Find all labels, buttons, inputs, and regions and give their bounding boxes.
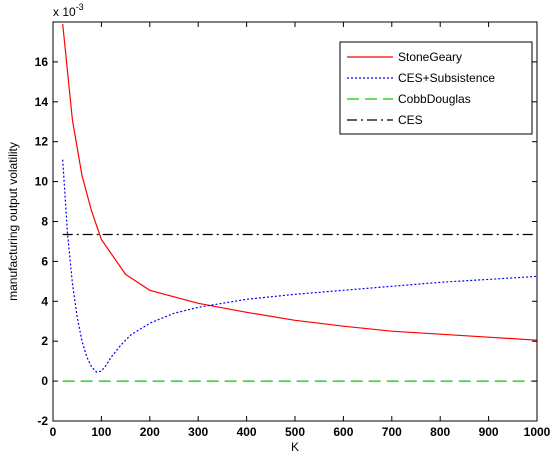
x-tick-label: 700 <box>382 425 402 439</box>
legend-label: StoneGeary <box>398 50 462 64</box>
x-tick-label: 600 <box>333 425 353 439</box>
y-tick-label: 14 <box>35 95 49 109</box>
x-tick-label: 1000 <box>524 425 551 439</box>
x-tick-label: 400 <box>237 425 257 439</box>
y-tick-label: 2 <box>41 334 48 348</box>
y-tick-label: 10 <box>35 175 49 189</box>
x-tick-label: 300 <box>188 425 208 439</box>
legend-label: CobbDouglas <box>398 92 471 106</box>
y-axis-label: manufacturing output volatility <box>6 142 20 301</box>
y-tick-label: 12 <box>35 135 49 149</box>
x-tick-label: 800 <box>430 425 450 439</box>
y-tick-label: 0 <box>41 374 48 388</box>
x-axis-label: K <box>291 440 299 454</box>
legend-label: CES <box>398 113 423 127</box>
y-axis-exponent: x 10-3 <box>53 2 84 19</box>
series-layer <box>62 23 537 382</box>
series-line-stonegeary <box>62 23 537 341</box>
legend-label: CES+Subsistence <box>398 71 495 85</box>
exponent-power: -3 <box>76 2 84 12</box>
ticks-layer: 0 100 200 300 400 500 600 700 800 900 1000-2024681… <box>35 22 551 439</box>
y-tick-label: 8 <box>41 215 48 229</box>
x-tick-label: 200 <box>140 425 160 439</box>
y-tick-label: 4 <box>41 294 48 308</box>
x-tick-label: 100 <box>91 425 111 439</box>
legend: StoneGeary CES+Subsistence CobbDouglas CES <box>339 41 533 135</box>
x-tick-label: 0 <box>50 425 57 439</box>
x-tick-label: 500 <box>285 425 305 439</box>
y-tick-label: -2 <box>37 414 48 428</box>
exponent-base: x 10 <box>53 5 76 19</box>
y-tick-label: 6 <box>41 254 48 268</box>
series-line-ces-subsistence <box>62 159 537 373</box>
x-tick-label: 900 <box>479 425 499 439</box>
y-tick-label: 16 <box>35 55 49 69</box>
